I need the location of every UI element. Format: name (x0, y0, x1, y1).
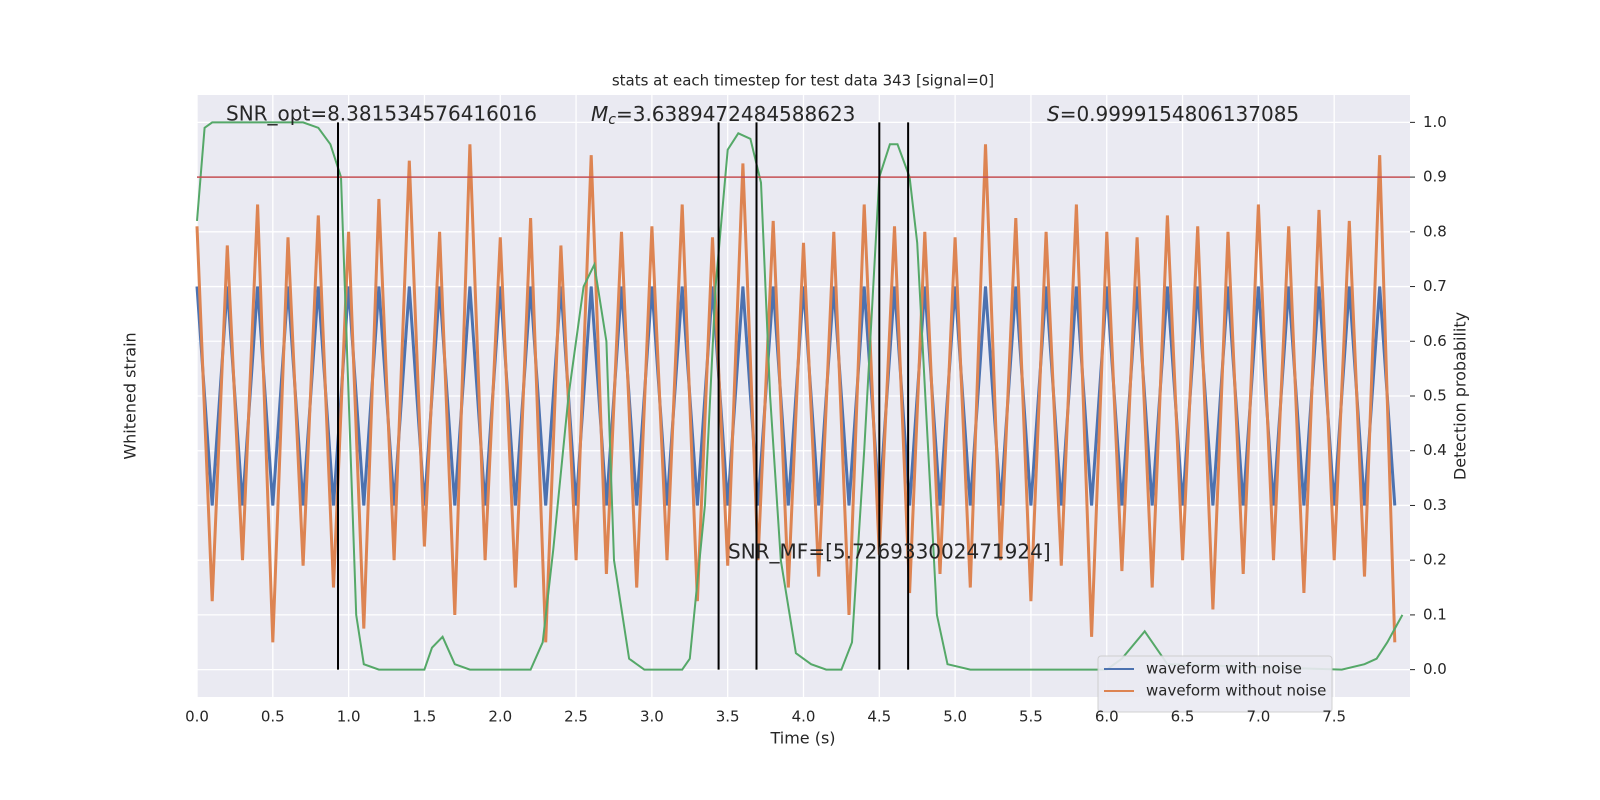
series-line (195, 144, 1397, 643)
y2-tick-label: 0.5 (1423, 387, 1447, 405)
legend-box (1097, 655, 1333, 713)
x-tick-label: 4.0 (792, 708, 816, 726)
annotation-subscript: c (608, 112, 616, 128)
x-tick-label: 1.5 (413, 708, 437, 726)
x-tick-label: 0.5 (261, 708, 285, 726)
y2-tick-label: 0.2 (1423, 551, 1447, 569)
y2-tick-label: 0.1 (1423, 605, 1447, 623)
x-tick-label: 6.0 (1095, 708, 1119, 726)
annotation: SNR_MF=[5.726933002471924] (728, 540, 1051, 564)
annotation: Mc=3.6389472484588623 (591, 102, 855, 129)
y2-tick-label: 1.0 (1423, 113, 1447, 131)
x-tick-label: 2.0 (488, 708, 512, 726)
x-tick-label: 3.0 (640, 708, 664, 726)
annotation: S=0.9999154806137085 (1047, 102, 1299, 126)
series-line (196, 121, 1404, 671)
x-tick-label: 4.5 (867, 708, 891, 726)
y2-axis-label: Detection probability (1451, 312, 1470, 480)
x-tick-label: 7.0 (1246, 708, 1270, 726)
y2-tick-label: 0.9 (1423, 168, 1447, 186)
y-axis-label: Whitened strain (121, 332, 140, 459)
y2-tick-label: 0.7 (1423, 277, 1447, 295)
y2-tick-label: 0.8 (1423, 222, 1447, 240)
x-tick-label: 6.5 (1171, 708, 1195, 726)
x-tick-label: 5.0 (943, 708, 967, 726)
x-axis-label: Time (s) (769, 729, 835, 748)
chart-title: stats at each timestep for test data 343… (612, 72, 994, 90)
y2-tick-label: 0.3 (1423, 496, 1447, 514)
legend-label: waveform without noise (1146, 682, 1326, 700)
x-tick-label: 0.0 (185, 708, 209, 726)
x-tick-label: 3.5 (716, 708, 740, 726)
legend-label: waveform with noise (1146, 660, 1302, 678)
x-tick-label: 2.5 (564, 708, 588, 726)
annotation-text: =3.6389472484588623 (616, 102, 855, 126)
annotation-symbol: M (591, 102, 608, 126)
annotation: SNR_opt=8.381534576416016 (226, 102, 537, 126)
y2-tick-label: 0.6 (1423, 332, 1447, 350)
y2-tick-label: 0.4 (1423, 441, 1447, 459)
x-tick-label: 7.5 (1322, 708, 1346, 726)
annotation-symbol: S (1047, 102, 1060, 126)
annotation-text: =0.9999154806137085 (1060, 102, 1299, 126)
x-tick-label: 5.5 (1019, 708, 1043, 726)
y2-tick-label: 0.0 (1423, 660, 1447, 678)
x-tick-label: 1.0 (337, 708, 361, 726)
